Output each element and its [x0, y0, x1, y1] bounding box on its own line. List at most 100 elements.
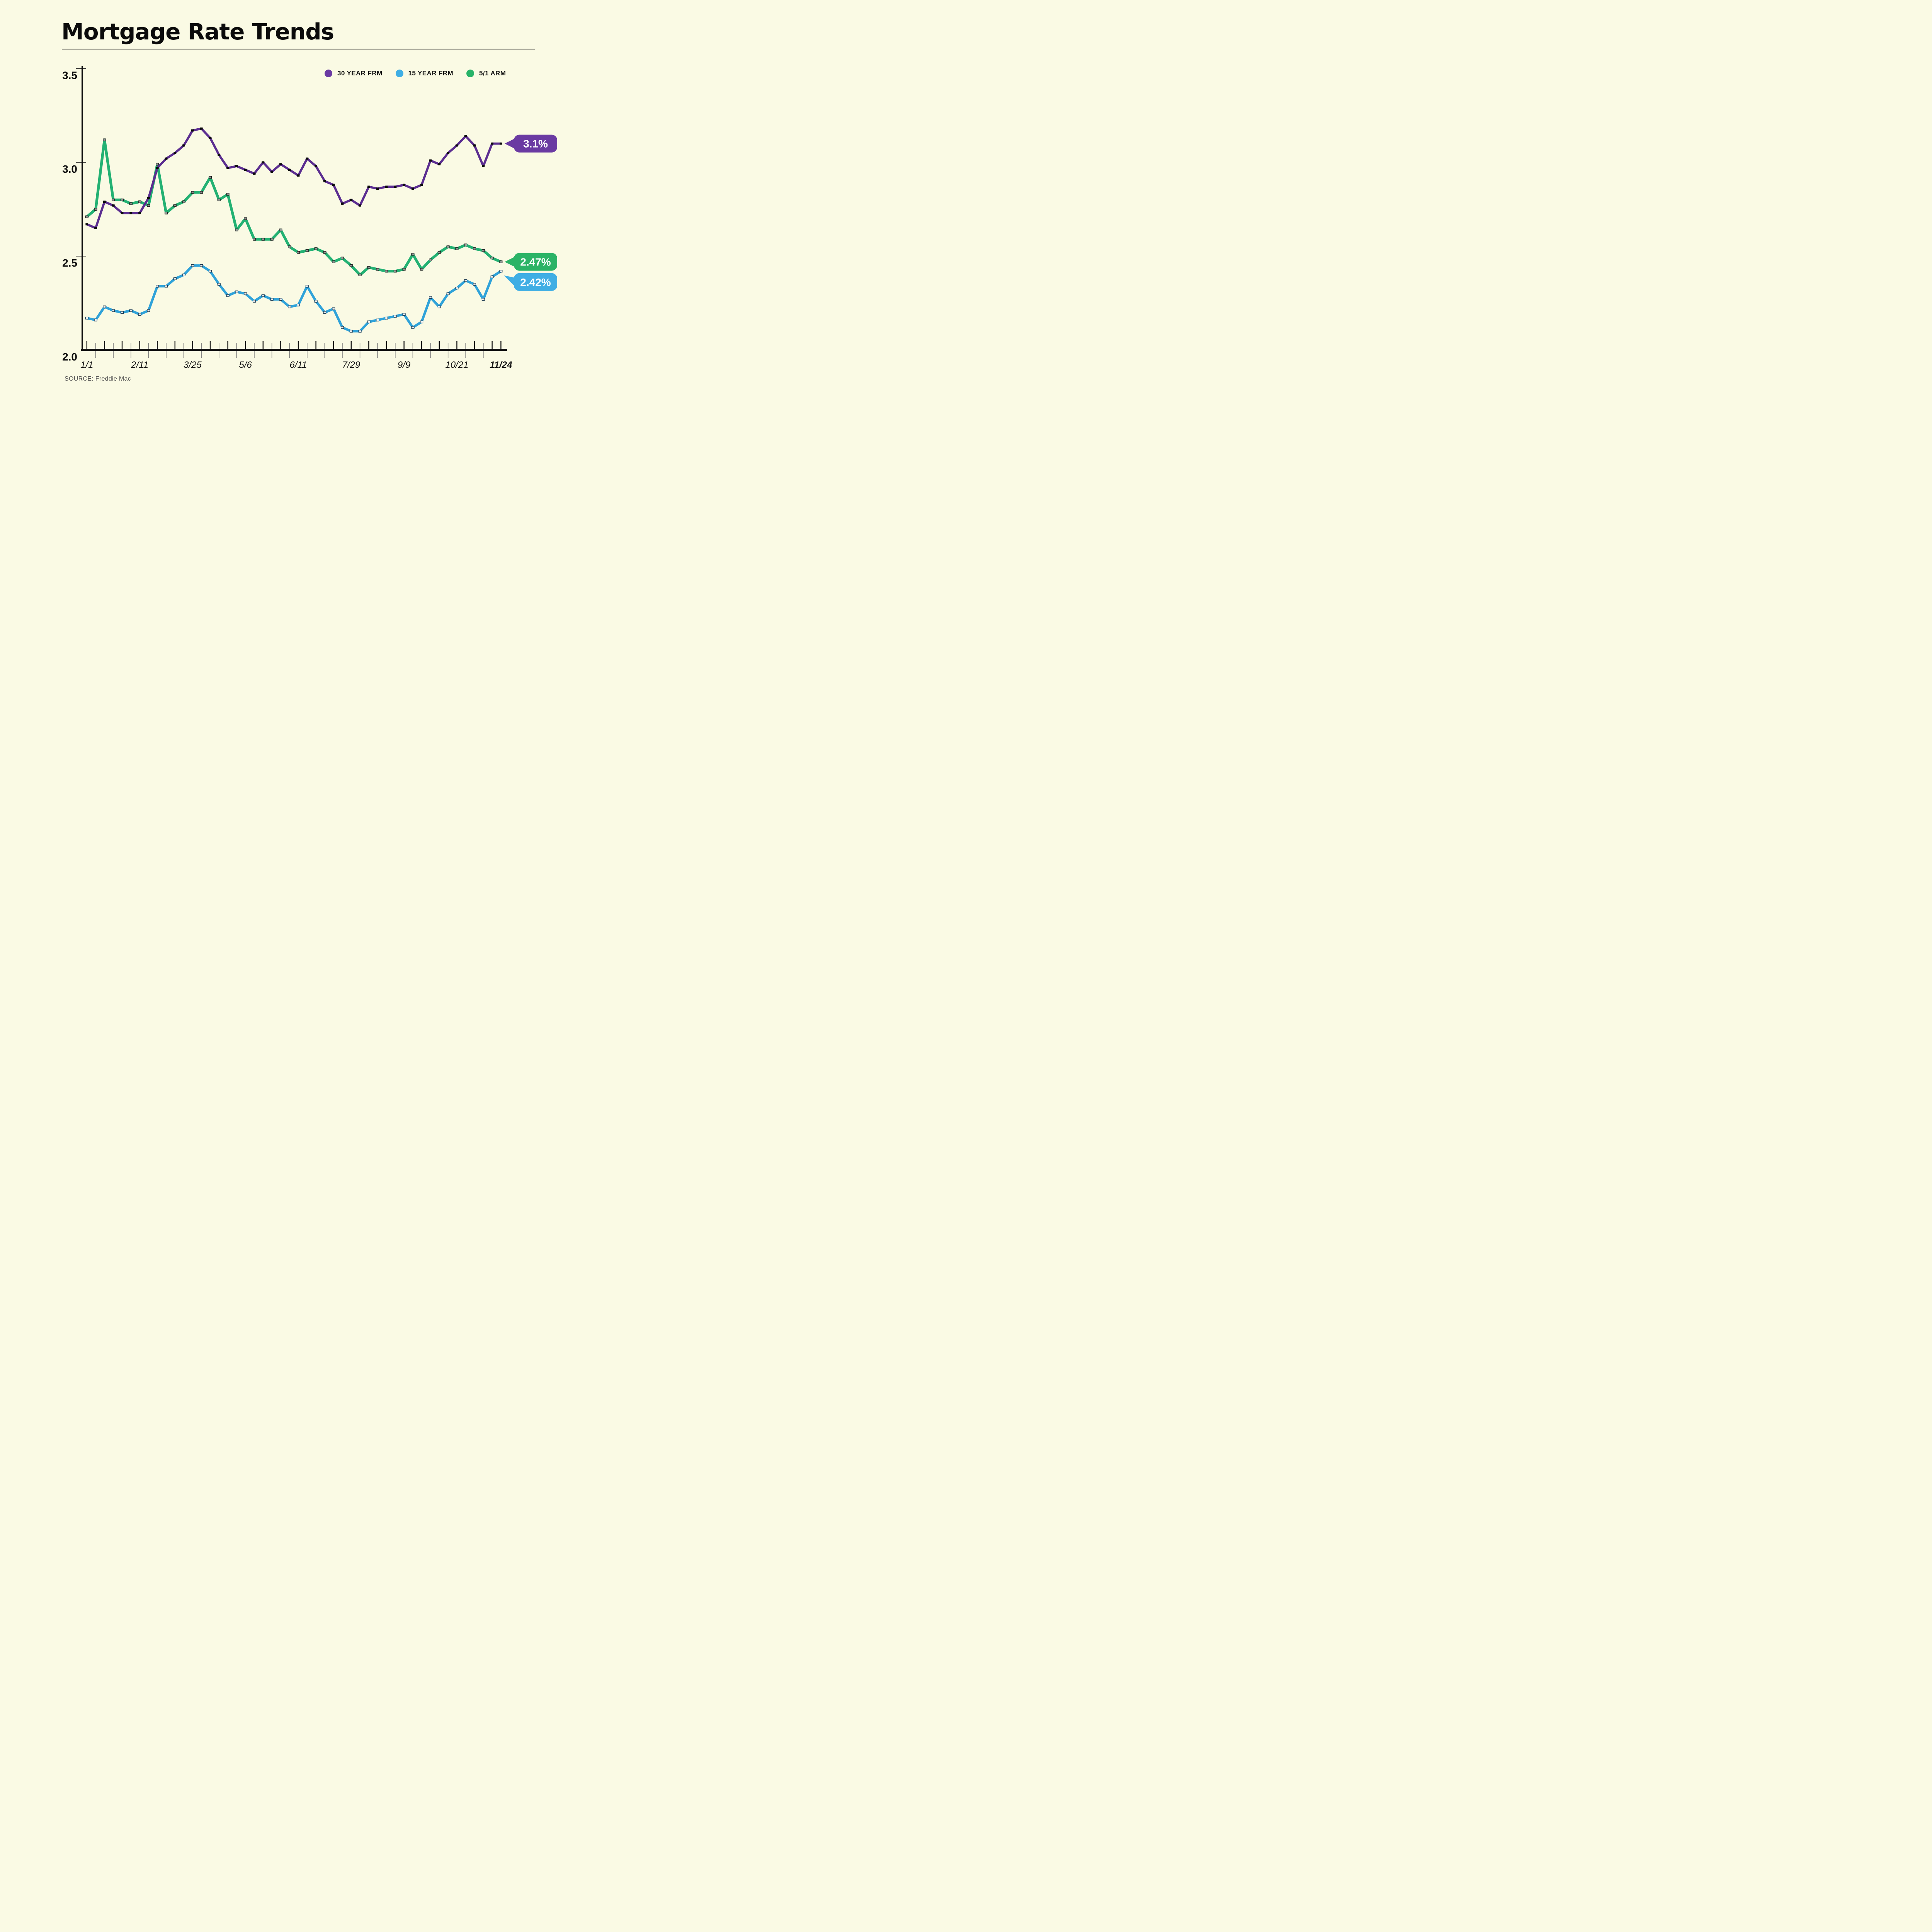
data-point-marker	[191, 264, 194, 267]
data-point-marker	[288, 168, 291, 171]
data-point-marker	[253, 172, 256, 175]
data-point-marker	[473, 144, 476, 147]
data-point-marker	[94, 318, 97, 321]
data-point-marker	[173, 204, 177, 207]
data-point-marker	[376, 268, 379, 271]
data-point-marker	[385, 185, 388, 188]
data-point-marker	[367, 320, 371, 323]
data-point-marker	[121, 212, 124, 214]
data-point-marker	[490, 276, 494, 278]
data-point-marker	[481, 298, 485, 301]
badge-tail-icon	[505, 256, 515, 267]
data-point-marker	[200, 191, 203, 194]
x-axis-label: 2/11	[131, 360, 148, 370]
data-point-marker	[156, 285, 159, 288]
data-point-marker	[226, 193, 230, 196]
data-point-marker	[358, 274, 362, 276]
x-axis-label: 9/9	[398, 360, 410, 370]
data-point-marker	[456, 144, 458, 147]
series-line-30-year-frm	[85, 127, 502, 230]
data-point-marker	[332, 260, 335, 263]
data-point-marker	[447, 152, 449, 154]
data-point-marker	[464, 135, 467, 138]
data-point-marker	[112, 198, 115, 201]
data-point-marker	[279, 163, 282, 165]
mortgage-rate-line-chart: 2.0 2.5 3.0 3.5 1/1 2/11 3/25 5/6 6/11 7/29 9/9 10/…	[62, 66, 557, 370]
y-axis-label: 2.0	[62, 351, 77, 363]
data-point-marker	[165, 211, 168, 214]
data-point-marker	[394, 185, 397, 188]
data-point-marker	[261, 238, 265, 241]
data-point-marker	[473, 283, 476, 286]
badge-value: 3.1%	[523, 138, 548, 150]
data-point-marker	[226, 167, 229, 169]
data-point-marker	[182, 144, 185, 147]
x-axis-label: 6/11	[290, 360, 307, 370]
data-point-marker	[332, 184, 335, 186]
x-axis-label: 1/1	[80, 360, 93, 370]
data-point-marker	[103, 305, 106, 308]
data-point-marker	[500, 142, 502, 145]
data-point-marker	[384, 316, 388, 320]
data-point-marker	[349, 264, 353, 267]
data-point-marker	[147, 204, 150, 207]
data-point-marker	[437, 251, 441, 254]
data-point-marker	[429, 159, 432, 162]
series-line-5-1-arm	[85, 138, 502, 277]
x-axis-label: 7/29	[342, 360, 360, 370]
data-point-marker	[103, 138, 106, 141]
data-point-marker	[217, 198, 221, 201]
data-point-marker	[429, 296, 432, 299]
data-point-marker	[323, 180, 326, 182]
data-point-marker	[340, 257, 344, 260]
y-axis-label: 3.0	[62, 163, 77, 175]
x-axis-line	[81, 349, 507, 351]
badge-body	[514, 273, 557, 291]
data-point-marker	[270, 238, 274, 241]
data-point-marker	[244, 217, 247, 220]
data-point-marker	[464, 243, 468, 247]
data-point-marker	[358, 330, 362, 333]
data-point-marker	[499, 270, 503, 273]
data-point-marker	[446, 292, 450, 295]
data-point-marker	[393, 270, 397, 273]
data-point-marker	[85, 316, 88, 320]
data-point-marker	[403, 184, 405, 186]
data-point-marker	[455, 247, 459, 250]
data-point-marker	[402, 313, 406, 316]
legend-label-arm: 5/1 ARM	[479, 70, 506, 77]
data-point-marker	[323, 311, 327, 314]
series-line-15-year-frm	[85, 264, 502, 333]
data-point-marker	[376, 187, 379, 190]
data-point-marker	[420, 268, 423, 271]
data-point-marker	[85, 223, 88, 226]
data-point-marker	[112, 309, 115, 312]
data-point-marker	[182, 274, 185, 276]
data-point-marker	[420, 184, 423, 186]
data-point-marker	[297, 174, 300, 177]
end-value-badge: 2.42%	[504, 273, 557, 291]
data-point-marker	[103, 201, 106, 203]
data-point-marker	[332, 307, 335, 310]
data-point-marker	[341, 202, 344, 205]
data-point-marker	[376, 318, 379, 321]
data-point-marker	[340, 326, 344, 329]
legend-label-30yr: 30 YEAR FRM	[337, 70, 383, 77]
data-point-marker	[288, 305, 291, 308]
data-point-marker	[121, 311, 124, 314]
data-point-marker	[499, 260, 503, 263]
data-point-marker	[350, 199, 353, 201]
data-point-marker	[121, 198, 124, 201]
data-point-marker	[252, 300, 256, 303]
data-point-marker	[165, 285, 168, 288]
data-point-marker	[112, 204, 115, 207]
data-point-marker	[315, 165, 317, 167]
badge-tail-icon	[505, 138, 515, 149]
data-point-marker	[129, 202, 133, 205]
data-point-marker	[261, 294, 265, 297]
data-point-marker	[323, 251, 327, 254]
data-point-marker	[191, 129, 194, 132]
legend-label-15yr: 15 YEAR FRM	[408, 70, 454, 77]
data-point-marker	[455, 287, 459, 289]
data-point-marker	[147, 309, 150, 312]
